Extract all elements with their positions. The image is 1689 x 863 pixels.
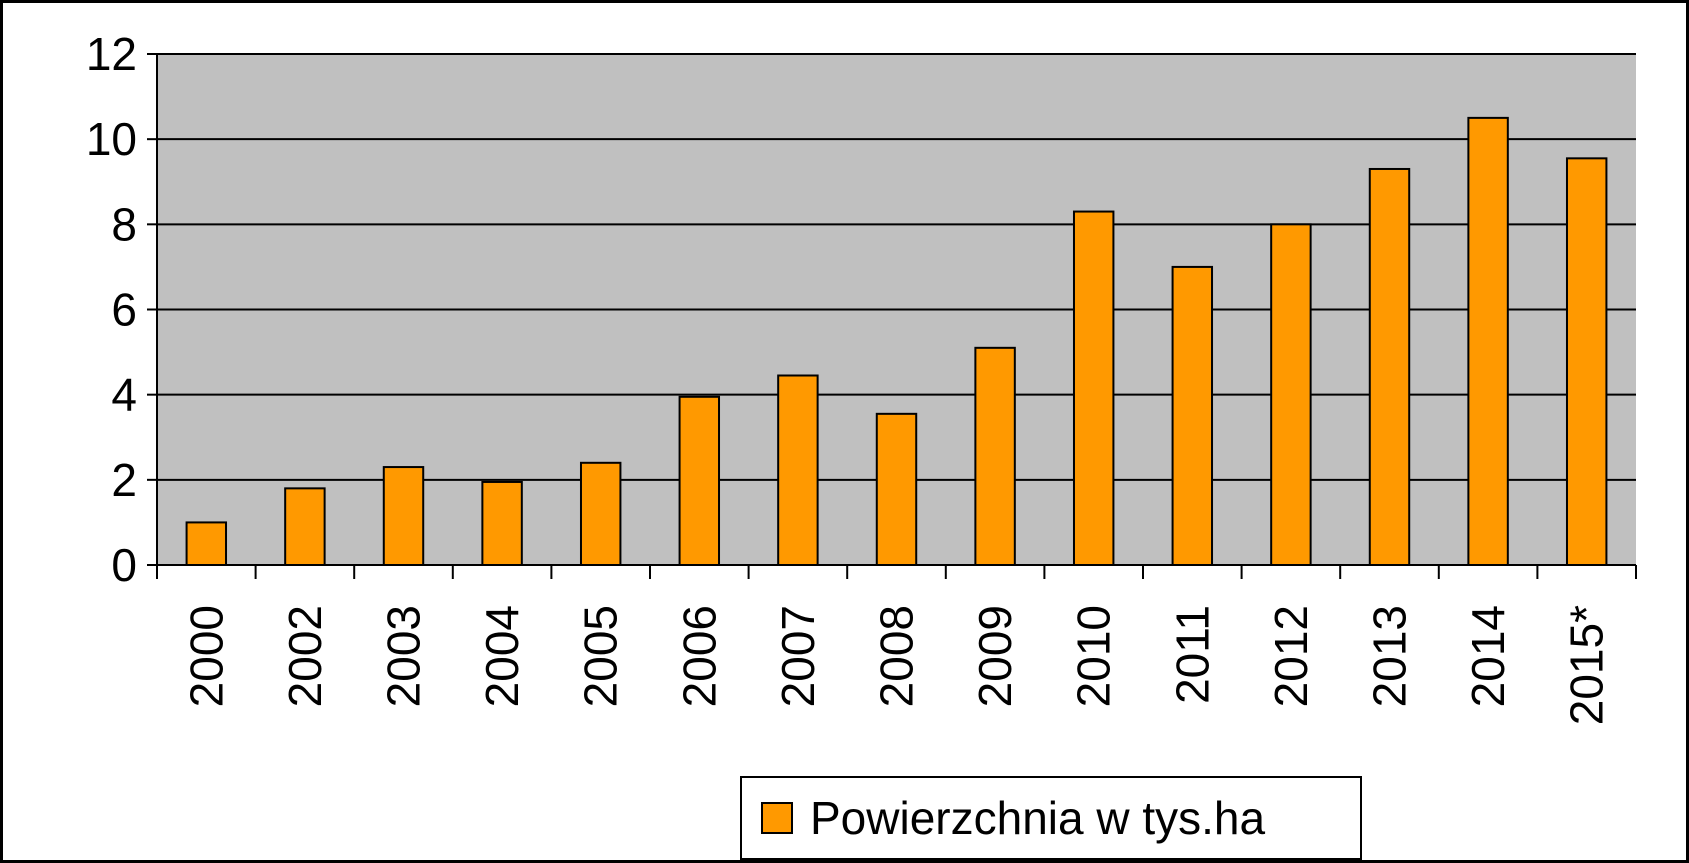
y-tick-label: 8: [111, 198, 137, 250]
legend-box: [740, 776, 1362, 860]
bar: [579, 461, 622, 566]
x-tick-label: 2014: [1462, 605, 1514, 707]
x-tick-label: 2004: [476, 605, 528, 707]
x-tick-label: 2005: [575, 605, 627, 707]
legend-swatch: [761, 802, 793, 834]
bar: [1072, 210, 1115, 567]
bar: [678, 395, 721, 566]
legend-label: Powierzchnia w tys.ha: [810, 792, 1265, 844]
y-tick-label: 0: [111, 539, 137, 591]
bar: [382, 466, 425, 566]
x-tick-label: 2015*: [1561, 605, 1613, 725]
x-tick-label: 2013: [1364, 605, 1416, 707]
x-tick-label: 2000: [180, 605, 232, 707]
bar: [974, 346, 1016, 567]
bar: [1565, 157, 1608, 566]
x-tick-label: 2011: [1166, 605, 1218, 704]
x-tick-label: 2003: [378, 605, 430, 707]
y-tick-label: 4: [111, 369, 137, 421]
y-tick-label: 6: [111, 284, 137, 336]
bar: [1171, 265, 1214, 566]
bar: [1368, 167, 1411, 566]
x-tick-label: 2010: [1068, 605, 1120, 707]
bar: [875, 412, 918, 566]
bar: [481, 480, 523, 566]
x-tick-label: 2007: [772, 605, 824, 707]
x-tick-label: 2012: [1265, 605, 1317, 707]
x-tick-label: 2002: [279, 605, 331, 707]
bar: [1270, 223, 1312, 566]
y-tick-label: 2: [111, 454, 137, 506]
y-tick-label: 10: [86, 113, 137, 165]
bar: [777, 374, 819, 567]
x-tick-label: 2006: [673, 605, 725, 707]
bar: [185, 521, 228, 567]
bar: [284, 487, 326, 567]
x-tick-label: 2009: [969, 605, 1021, 707]
y-tick-label: 12: [86, 28, 137, 80]
x-tick-label: 2008: [871, 605, 923, 707]
bar: [1467, 116, 1509, 566]
